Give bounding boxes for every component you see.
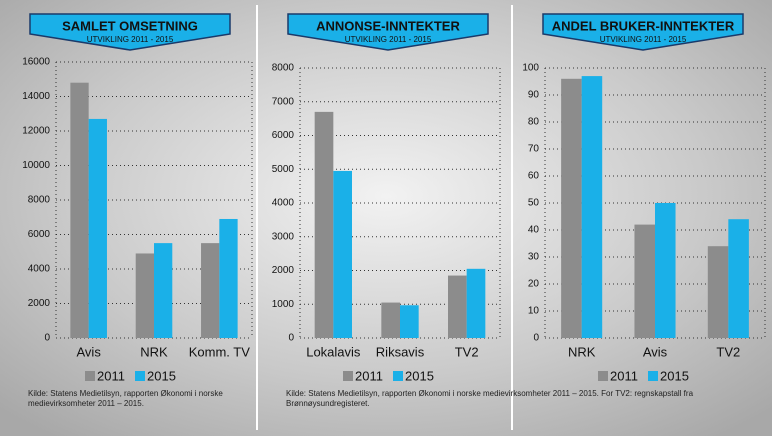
- y-tick-label: 5000: [272, 164, 295, 175]
- y-tick-label: 2000: [272, 265, 295, 276]
- bar: [135, 253, 154, 338]
- y-tick-label: 6000: [272, 130, 295, 141]
- source-text: Kilde: Statens Medietilsyn, rapporten Øk…: [28, 389, 223, 408]
- legend-label: 2015: [660, 368, 689, 383]
- y-tick-label: 6000: [28, 229, 51, 240]
- legend-swatch: [85, 371, 95, 381]
- bar: [201, 243, 220, 338]
- legend-label: 2011: [355, 368, 383, 383]
- y-tick-label: 80: [528, 117, 540, 128]
- chart-subtitle: UTVIKLING 2011 - 2015: [87, 35, 174, 44]
- bar: [219, 218, 238, 338]
- title-banner: [29, 13, 231, 51]
- bar: [634, 224, 655, 338]
- y-tick-label: 0: [44, 333, 50, 344]
- chart-subtitle: UTVIKLING 2011 - 2015: [345, 35, 432, 44]
- x-tick-label: TV2: [716, 344, 740, 359]
- y-tick-label: 70: [528, 144, 540, 155]
- bar: [400, 305, 419, 338]
- y-tick-label: 10: [528, 306, 540, 317]
- y-tick-label: 50: [528, 198, 540, 209]
- bar: [466, 268, 486, 338]
- legend-swatch: [648, 371, 658, 381]
- bar: [70, 82, 89, 338]
- legend-label: 2011: [97, 368, 125, 383]
- bar: [154, 243, 173, 338]
- legend-label: 2015: [147, 368, 176, 383]
- y-tick-label: 3000: [272, 231, 295, 242]
- y-tick-label: 8000: [28, 195, 51, 206]
- x-tick-label: Avis: [643, 344, 668, 359]
- y-tick-label: 4000: [28, 264, 51, 275]
- x-tick-label: Avis: [77, 344, 102, 359]
- x-tick-label: Komm. TV: [189, 344, 250, 359]
- y-tick-label: 100: [522, 63, 539, 74]
- legend-label: 2015: [405, 368, 434, 383]
- chart-subtitle: UTVIKLING 2011 - 2015: [600, 35, 687, 44]
- chart-title: ANNONSE-INNTEKTER: [316, 18, 460, 33]
- y-tick-label: 1000: [272, 299, 295, 310]
- y-tick-label: 7000: [272, 96, 295, 107]
- source-text: Kilde: Statens Medietilsyn, rapporten Øk…: [286, 389, 694, 408]
- y-tick-label: 0: [288, 333, 294, 344]
- y-tick-label: 12000: [22, 126, 50, 137]
- legend-swatch: [598, 371, 608, 381]
- legend-label: 2011: [610, 368, 638, 383]
- bar: [381, 302, 400, 338]
- y-tick-label: 30: [528, 252, 540, 263]
- bar: [448, 275, 467, 338]
- x-tick-label: NRK: [568, 344, 596, 359]
- bar: [88, 118, 107, 338]
- bar: [333, 170, 352, 338]
- bar: [561, 78, 582, 339]
- bar: [581, 76, 603, 338]
- x-tick-label: NRK: [140, 344, 168, 359]
- title-banner: [287, 13, 489, 51]
- bar: [314, 111, 334, 338]
- x-tick-label: TV2: [455, 344, 479, 359]
- chart-title: ANDEL BRUKER-INNTEKTER: [552, 18, 735, 33]
- bar: [707, 246, 729, 338]
- legend-swatch: [393, 371, 403, 381]
- x-tick-label: Lokalavis: [306, 344, 361, 359]
- chart-title: SAMLET OMSETNING: [62, 18, 198, 33]
- bar: [655, 203, 676, 338]
- y-tick-label: 14000: [22, 91, 50, 102]
- title-banner: [542, 13, 744, 51]
- y-tick-label: 10000: [22, 160, 50, 171]
- y-tick-label: 90: [528, 90, 540, 101]
- y-tick-label: 60: [528, 171, 540, 182]
- y-tick-label: 20: [528, 279, 540, 290]
- y-tick-label: 2000: [28, 298, 51, 309]
- source-note: Kilde: Statens Medietilsyn, rapporten Øk…: [28, 389, 223, 408]
- y-tick-label: 0: [533, 333, 539, 344]
- legend-swatch: [343, 371, 353, 381]
- legend-swatch: [135, 371, 145, 381]
- y-tick-label: 16000: [22, 57, 50, 68]
- source-note: Kilde: Statens Medietilsyn, rapporten Øk…: [286, 389, 694, 408]
- y-tick-label: 8000: [272, 63, 295, 74]
- bar: [728, 219, 749, 338]
- x-tick-label: Riksavis: [376, 344, 425, 359]
- y-tick-label: 40: [528, 225, 540, 236]
- y-tick-label: 4000: [272, 198, 295, 209]
